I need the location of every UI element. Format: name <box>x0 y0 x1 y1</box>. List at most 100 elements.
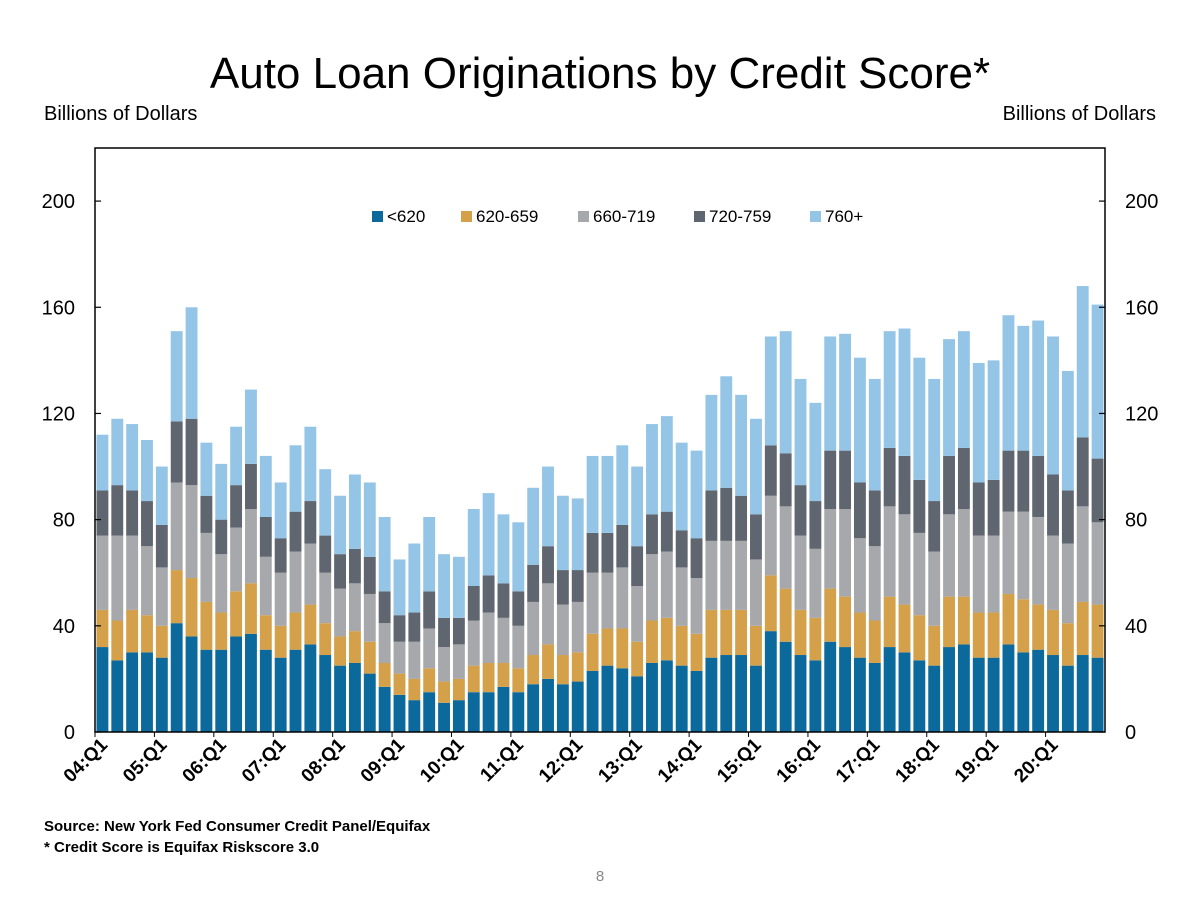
bar-620-659-18-Q4 <box>972 612 985 658</box>
bar-660-719-07-Q2 <box>289 551 302 613</box>
bar-760plus-14-Q2 <box>705 394 718 491</box>
bar-660-719-05-Q4 <box>200 532 213 602</box>
bar-760plus-15-Q2 <box>764 336 777 446</box>
bar-layer <box>96 286 1104 732</box>
bar-760plus-12-Q2 <box>586 455 599 533</box>
bar-lt620-11-Q4 <box>556 684 569 732</box>
bar-760plus-07-Q4 <box>319 469 332 536</box>
bar-760plus-07-Q3 <box>304 426 317 502</box>
bar-620-659-14-Q3 <box>720 609 733 656</box>
bar-720-759-12-Q1 <box>571 570 584 602</box>
bar-660-719-06-Q4 <box>259 556 272 616</box>
bar-620-659-13-Q3 <box>660 617 673 661</box>
bar-720-759-06-Q1 <box>215 519 228 555</box>
bar-lt620-17-Q1 <box>868 662 881 732</box>
bar-lt620-05-Q2 <box>170 623 183 732</box>
bar-720-759-13-Q2 <box>646 514 658 555</box>
bar-760plus-13-Q3 <box>660 416 673 512</box>
bar-720-759-09-Q3 <box>423 591 436 629</box>
right-y-tick-label: 0 <box>1125 722 1136 744</box>
bar-lt620-13-Q4 <box>675 665 688 732</box>
bar-lt620-18-Q3 <box>957 644 970 732</box>
bar-lt620-20-Q2 <box>1061 665 1074 732</box>
bar-620-659-04-Q2 <box>111 620 124 661</box>
bar-760plus-19-Q2 <box>1002 315 1015 451</box>
bar-720-759-16-Q3 <box>839 450 852 510</box>
footnote: * Credit Score is Equifax Riskscore 3.0 <box>44 839 320 856</box>
bar-720-759-11-Q4 <box>556 570 569 605</box>
bar-760plus-12-Q1 <box>571 498 584 571</box>
legend-label-lt620: <620 <box>387 207 425 226</box>
bar-660-719-18-Q1 <box>928 551 941 626</box>
bar-620-659-12-Q3 <box>601 628 614 666</box>
bar-620-659-14-Q2 <box>705 609 718 658</box>
x-tick-label: 20:Q1 <box>1010 734 1062 786</box>
bar-660-719-17-Q3 <box>898 514 911 605</box>
left-y-tick-label: 40 <box>53 616 75 638</box>
bar-660-719-04-Q1 <box>96 535 109 610</box>
bar-760plus-16-Q2 <box>824 336 837 451</box>
legend-label-660-719: 660-719 <box>593 207 655 226</box>
bar-lt620-13-Q2 <box>646 662 658 732</box>
bar-lt620-06-Q4 <box>259 649 272 732</box>
bar-620-659-09-Q3 <box>423 668 436 693</box>
bar-620-659-19-Q1 <box>987 612 1000 658</box>
bar-620-659-04-Q1 <box>96 609 109 648</box>
x-tick-label: 10:Q1 <box>416 734 468 786</box>
bar-660-719-06-Q2 <box>230 527 243 592</box>
bar-720-759-08-Q3 <box>363 556 376 594</box>
bar-760plus-20-Q4 <box>1091 304 1104 459</box>
bar-760plus-15-Q3 <box>779 331 792 454</box>
bar-620-659-17-Q3 <box>898 604 911 653</box>
bar-lt620-15-Q4 <box>794 655 807 732</box>
bar-lt620-16-Q4 <box>853 657 866 732</box>
x-tick-label: 18:Q1 <box>892 734 944 786</box>
bar-760plus-06-Q4 <box>259 455 272 517</box>
bar-lt620-06-Q2 <box>230 636 243 732</box>
bar-620-659-16-Q2 <box>824 588 837 642</box>
x-tick-label: 09:Q1 <box>357 734 409 786</box>
bar-lt620-09-Q3 <box>423 692 436 732</box>
bar-lt620-07-Q1 <box>274 657 287 732</box>
bar-620-659-08-Q1 <box>334 636 347 666</box>
bar-720-759-19-Q4 <box>1032 455 1045 517</box>
x-tick-label: 06:Q1 <box>179 734 231 786</box>
bar-720-759-09-Q1 <box>393 615 406 642</box>
bar-720-759-07-Q2 <box>289 511 302 552</box>
bar-660-719-13-Q3 <box>660 551 673 618</box>
bar-760plus-14-Q1 <box>690 450 703 539</box>
bar-620-659-14-Q4 <box>735 609 748 656</box>
bar-760plus-09-Q2 <box>408 543 421 613</box>
bar-660-719-08-Q2 <box>348 583 361 632</box>
bar-720-759-10-Q3 <box>482 575 495 613</box>
bar-760plus-12-Q4 <box>616 445 629 525</box>
bar-620-659-15-Q4 <box>794 609 807 656</box>
bar-660-719-15-Q2 <box>764 495 777 576</box>
bar-660-719-20-Q2 <box>1061 543 1074 624</box>
bar-720-759-06-Q2 <box>230 485 243 528</box>
bar-620-659-15-Q3 <box>779 588 792 642</box>
bar-760plus-18-Q4 <box>972 363 985 483</box>
bar-660-719-17-Q1 <box>868 546 881 621</box>
bar-620-659-18-Q1 <box>928 625 941 666</box>
bar-lt620-16-Q2 <box>824 641 837 732</box>
bar-620-659-04-Q3 <box>126 609 139 653</box>
bar-620-659-05-Q3 <box>185 578 198 637</box>
bar-620-659-06-Q2 <box>230 591 243 637</box>
bar-720-759-16-Q4 <box>853 482 866 539</box>
bar-620-659-18-Q2 <box>943 596 955 648</box>
bar-760plus-15-Q4 <box>794 378 807 486</box>
legend-label-720-759: 720-759 <box>709 207 771 226</box>
bar-lt620-12-Q2 <box>586 670 599 732</box>
bar-760plus-08-Q3 <box>363 482 376 557</box>
x-tick-label: 12:Q1 <box>535 734 587 786</box>
bar-660-719-16-Q2 <box>824 509 837 589</box>
bar-720-759-19-Q3 <box>1017 450 1030 512</box>
bar-660-719-16-Q4 <box>853 538 866 613</box>
bar-660-719-15-Q1 <box>750 559 762 626</box>
bar-720-759-05-Q4 <box>200 495 213 533</box>
bar-720-759-12-Q4 <box>616 524 629 568</box>
source-note: Source: New York Fed Consumer Credit Pan… <box>44 818 431 835</box>
bar-760plus-05-Q4 <box>200 442 213 496</box>
bar-lt620-05-Q3 <box>185 636 198 732</box>
